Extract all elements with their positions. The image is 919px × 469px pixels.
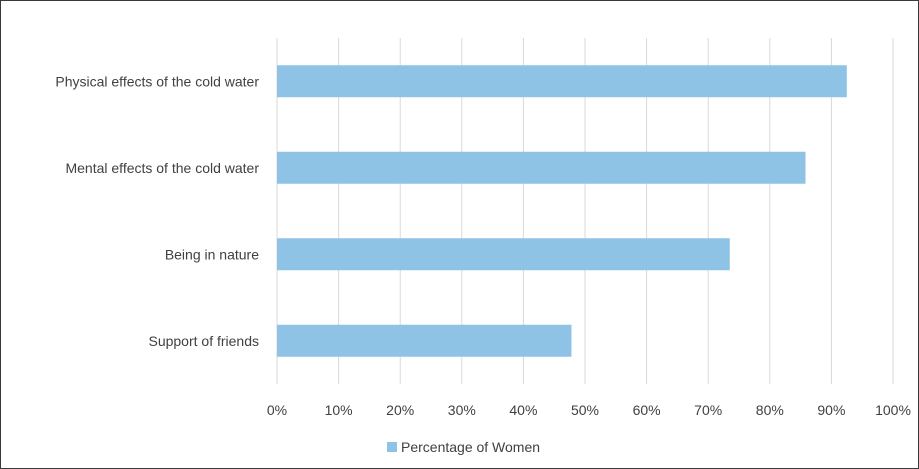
category-label: Being in nature <box>165 246 259 262</box>
legend: Percentage of Women <box>387 439 540 455</box>
x-tick-label: 10% <box>325 402 353 418</box>
x-tick-label: 50% <box>571 402 599 418</box>
x-tick-label: 90% <box>817 402 845 418</box>
x-tick-labels: 0% 10% 20% 30% 40% 50% 60% 70% 80% 90% 100% <box>267 402 911 418</box>
bar <box>277 324 572 357</box>
category-label: Mental effects of the cold water <box>65 160 259 176</box>
x-tick-label: 70% <box>694 402 722 418</box>
bar <box>277 151 806 184</box>
x-tick-label: 30% <box>448 402 476 418</box>
bar <box>277 65 847 98</box>
legend-label: Percentage of Women <box>401 439 540 455</box>
category-label: Physical effects of the cold water <box>55 73 259 89</box>
x-tick-label: 0% <box>267 402 287 418</box>
x-tick-label: 20% <box>386 402 414 418</box>
category-label: Support of friends <box>148 333 259 349</box>
legend-swatch <box>387 442 397 452</box>
category-labels: Physical effects of the cold water Mental… <box>55 73 259 349</box>
x-tick-label: 100% <box>875 402 911 418</box>
bar <box>277 238 730 271</box>
x-tick-label: 60% <box>633 402 661 418</box>
bars <box>277 65 847 357</box>
x-tick-label: 40% <box>509 402 537 418</box>
x-tick-label: 80% <box>756 402 784 418</box>
